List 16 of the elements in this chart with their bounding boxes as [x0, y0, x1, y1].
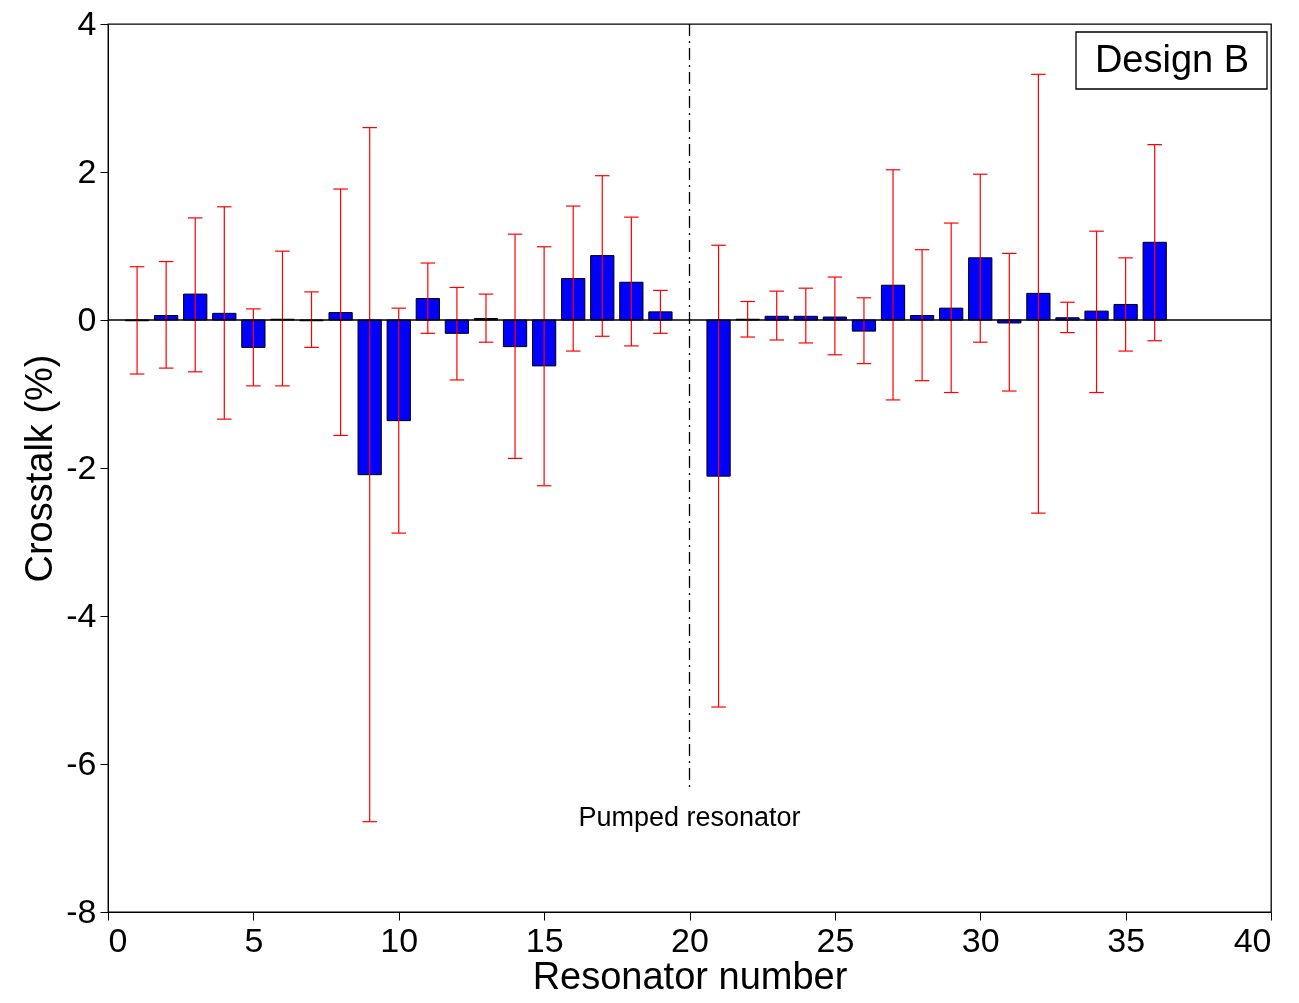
y-tick-label: 2 — [77, 151, 97, 190]
y-tick-label: 0 — [77, 299, 97, 338]
x-tick-label: 10 — [380, 920, 419, 959]
y-tick-label: -6 — [66, 743, 97, 782]
x-tick-label: 30 — [961, 920, 1000, 959]
ref-line-label: Pumped resonator — [578, 802, 801, 832]
y-axis-title: Crosstalk (%) — [18, 354, 61, 583]
y-tick-label: 4 — [77, 3, 97, 42]
x-tick-label: 5 — [244, 920, 264, 959]
x-tick-label: 0 — [108, 920, 128, 959]
annotation: Design B — [1094, 38, 1250, 80]
y-tick-label: -4 — [66, 595, 97, 634]
y-tick-label: -8 — [66, 891, 97, 930]
x-tick-label: 40 — [1233, 920, 1272, 959]
x-tick-label: 35 — [1107, 920, 1146, 959]
y-tick-label: -2 — [66, 447, 97, 486]
